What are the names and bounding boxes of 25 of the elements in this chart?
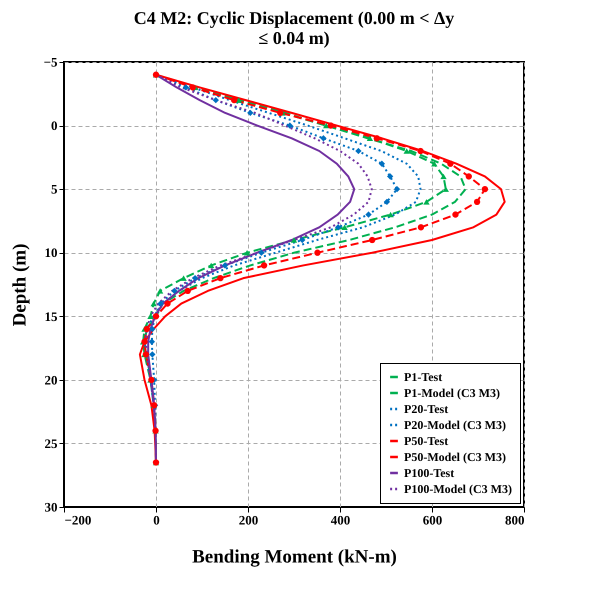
chart-title: C4 M2: Cyclic Displacement (0.00 m < Δy ≤ 0.04 m) [134,8,454,48]
y-tick-label: 5 [51,182,58,197]
y-tick-label: 15 [44,308,58,324]
y-axis-title: Depth (m) [10,244,31,326]
x-tick-label: 800 [505,512,524,528]
y-tick-label: 30 [44,500,58,514]
legend-label: P1-Model (C3 M3) [404,386,500,400]
y-tick-label: 20 [44,372,58,388]
legend-label: P1-Test [404,370,442,384]
legend-label: P100-Test [404,466,454,480]
legend-label: P100-Model (C3 M3) [404,482,512,496]
y-tick-label: 0 [51,118,58,134]
x-tick-label: 400 [330,512,350,528]
x-axis-title: Bending Moment (kN-m) [192,546,397,568]
legend-label: P20-Model (C3 M3) [404,418,506,432]
legend-label: P50-Model (C3 M3) [404,450,506,464]
x-tick-label: 200 [238,512,258,528]
y-tick-label: 10 [44,245,58,260]
y-tick-label: 25 [44,436,58,451]
y-tick-label: −5 [44,54,58,70]
x-tick-label: 0 [153,512,160,528]
legend-label: P20-Test [404,402,448,416]
x-tick-label: 600 [422,512,442,528]
legend-label: P50-Test [404,434,448,448]
x-tick-label: −200 [64,512,92,528]
